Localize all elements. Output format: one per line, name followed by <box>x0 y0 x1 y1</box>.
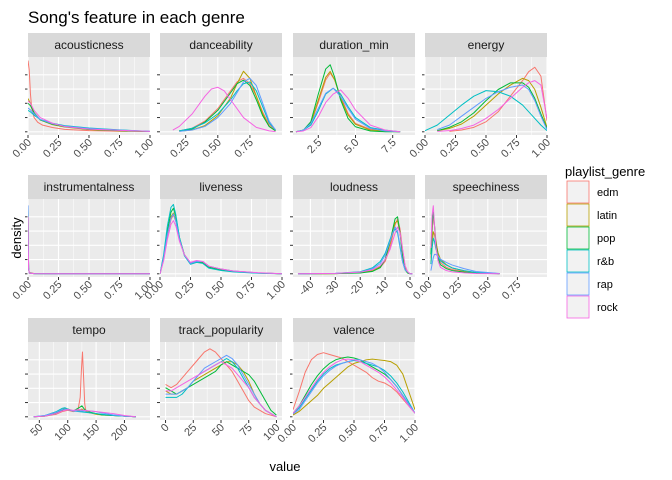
facet-strip-label: valence <box>333 323 375 337</box>
x-tick-label: 5.0 <box>342 137 361 156</box>
x-tick-label: 0.25 <box>441 279 465 303</box>
facet-panel-energy: energy 0.00 0.25 0.50 0.75 1.00 <box>407 33 553 160</box>
legend-key <box>567 273 589 295</box>
legend-label: rap <box>597 279 613 291</box>
legend-key <box>567 250 589 272</box>
legend: playlist_genre edm latin pop r&b rap rock <box>565 164 645 318</box>
legend-key <box>567 227 589 249</box>
facet-strip-label: loudness <box>330 180 378 194</box>
x-tick-label: 50 <box>210 422 227 439</box>
x-tick-label: 0.25 <box>168 137 192 161</box>
facet-strip-label: duration_min <box>319 38 388 52</box>
x-tick-label: 200 <box>109 422 130 443</box>
x-tick-label: 0.25 <box>41 137 65 161</box>
facet-strip-label: energy <box>468 38 505 52</box>
facet-panels: acousticness0.00 0.25 0.50 0.75 1.00danceabi… <box>10 33 553 445</box>
x-tick-label: 0.50 <box>203 279 227 303</box>
facet-panel-duration_min: duration_min 2.5 5.0 7.5 <box>290 33 415 156</box>
x-tick-label: 0.50 <box>71 279 95 303</box>
legend-key <box>567 204 589 226</box>
x-tick-label: 0.75 <box>234 279 258 303</box>
x-tick-label: -10 <box>372 279 392 299</box>
x-tick-label: 2.5 <box>305 137 324 156</box>
x-tick-label: 0.25 <box>41 279 65 303</box>
facet-panel-tempo: tempo 50 100 150 200 <box>25 318 150 443</box>
facet-strip-label: track_popularity <box>179 323 264 337</box>
facet-strip-label: speechiness <box>453 180 520 194</box>
x-tick-label: 25 <box>182 422 199 439</box>
x-tick-label: 0.00 <box>10 279 34 303</box>
x-tick-label: 1.00 <box>132 137 156 161</box>
x-tick-label: 0.75 <box>102 279 126 303</box>
x-tick-label: -40 <box>297 279 317 299</box>
facet-panel-loudness: loudness-40 -30 -20 -10 0 <box>290 175 416 298</box>
y-axis-label: density <box>9 217 24 259</box>
facet-strip-label: instrumentalness <box>44 180 135 194</box>
x-tick-label: 0 <box>159 422 172 435</box>
x-tick-label: -30 <box>322 279 342 299</box>
x-tick-label: 0.25 <box>306 422 330 446</box>
x-tick-label: 0.25 <box>173 279 197 303</box>
x-tick-label: 0.25 <box>438 137 462 161</box>
x-tick-label: 1.00 <box>529 137 553 161</box>
x-tick-label: 0.50 <box>468 137 492 161</box>
facet-strip-label: danceability <box>189 38 252 52</box>
legend-label: rock <box>597 302 618 314</box>
x-tick-label: 0.75 <box>499 137 523 161</box>
chart-title: Song's feature in each genre <box>28 8 245 27</box>
panel-background <box>160 57 282 135</box>
facet-strip-label: acousticness <box>54 38 123 52</box>
x-tick-label: 0.75 <box>500 279 524 303</box>
legend-key <box>567 296 589 318</box>
x-tick-label: -20 <box>347 279 367 299</box>
panel-background <box>28 342 150 420</box>
x-tick-label: 1.00 <box>397 422 421 446</box>
x-tick-label: 0.00 <box>411 279 435 303</box>
facet-strip-label: liveness <box>199 180 242 194</box>
legend-item-latin: latin <box>567 204 617 226</box>
legend-item-pop: pop <box>567 227 615 249</box>
x-tick-label: 100 <box>52 422 73 443</box>
legend-item-rap: rap <box>567 273 613 295</box>
legend-title: playlist_genre <box>565 164 645 179</box>
legend-item-rnb: r&b <box>567 250 614 272</box>
x-axis-label: value <box>269 459 300 474</box>
legend-label: r&b <box>597 256 614 268</box>
x-tick-label: 0.00 <box>407 137 431 161</box>
x-tick-label: 0.50 <box>470 279 494 303</box>
legend-label: edm <box>597 187 618 199</box>
x-tick-label: 1.00 <box>264 279 288 303</box>
panel-background <box>293 199 415 277</box>
legend-label: latin <box>597 210 617 222</box>
facet-strip-label: tempo <box>72 323 106 337</box>
facet-panel-valence: valence 0.00 0.25 0.50 0.75 1.00 <box>275 318 421 445</box>
x-tick-label: 0.50 <box>200 137 224 161</box>
x-tick-label: 75 <box>238 422 255 439</box>
legend-label: pop <box>597 233 615 245</box>
facet-panel-acousticness: acousticness 0.00 0.25 0.50 0.75 1.00 <box>10 33 156 160</box>
x-tick-label: 150 <box>81 422 102 443</box>
facet-panel-danceability: danceability 0.25 0.50 0.75 <box>157 33 282 160</box>
legend-key <box>567 181 589 203</box>
x-tick-label: 0.50 <box>336 422 360 446</box>
x-tick-label: 0.00 <box>275 422 299 446</box>
x-tick-label: 0.75 <box>102 137 126 161</box>
x-tick-label: 7.5 <box>380 137 399 156</box>
legend-item-edm: edm <box>567 181 618 203</box>
facet-panel-speechiness: speechiness 0.00 0.25 0.50 0.75 <box>411 175 547 302</box>
x-tick-label: 0.75 <box>232 137 256 161</box>
x-tick-label: 50 <box>28 422 45 439</box>
legend-item-rock: rock <box>567 296 618 318</box>
x-tick-label: 0.00 <box>10 137 34 161</box>
x-tick-label: 0.50 <box>71 137 95 161</box>
x-tick-label: 0.75 <box>367 422 391 446</box>
